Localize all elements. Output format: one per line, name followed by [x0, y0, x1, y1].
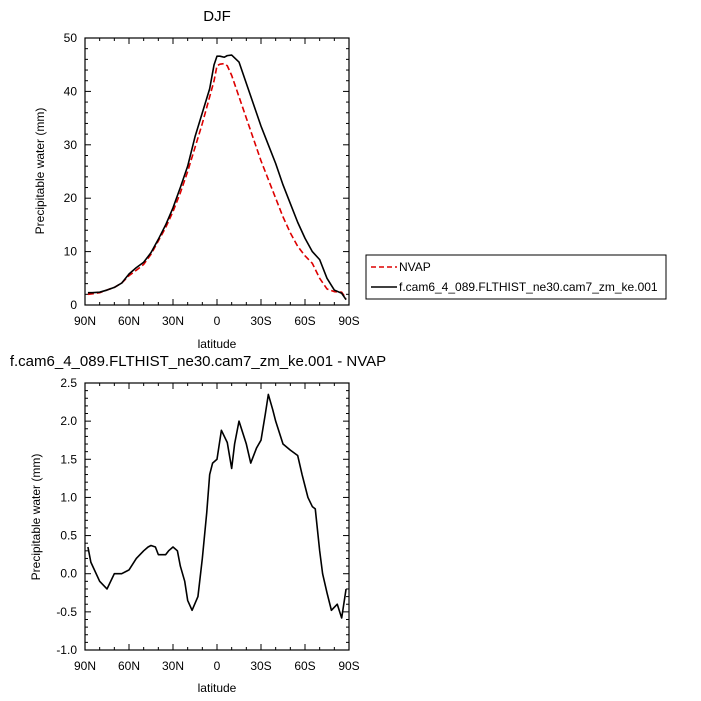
x-tick-label: 60S [294, 314, 315, 328]
y-tick-label: 1.5 [60, 452, 77, 466]
x-axis-label: latitude [198, 337, 237, 351]
x-tick-label: 30S [250, 659, 271, 673]
y-tick-label: -0.5 [56, 605, 77, 619]
series-line-nvap [87, 62, 347, 300]
legend: NVAP f.cam6_4_089.FLTHIST_ne30.cam7_zm_k… [365, 254, 667, 300]
x-tick-label: 60N [118, 314, 140, 328]
x-tick-label: 90N [74, 659, 96, 673]
x-tick-label: 0 [214, 659, 221, 673]
y-tick-label: 40 [64, 84, 78, 98]
x-axis-label: latitude [198, 681, 237, 695]
y-tick-label: 30 [64, 138, 78, 152]
legend-box [365, 254, 667, 300]
chart-title: f.cam6_4_089.FLTHIST_ne30.cam7_zm_ke.001… [10, 353, 386, 370]
plot-frame [84, 382, 350, 651]
y-tick-label: 2.0 [60, 414, 77, 428]
panel-difference: f.cam6_4_089.FLTHIST_ne30.cam7_zm_ke.001… [10, 353, 386, 695]
y-tick-label: 50 [64, 31, 78, 45]
difference-line [87, 393, 347, 619]
chart-title: DJF [203, 8, 231, 25]
y-tick-label: 20 [64, 191, 78, 205]
y-tick-label: 1.0 [60, 490, 77, 504]
y-tick-label: 2.5 [60, 376, 77, 390]
series-line-model [87, 54, 347, 301]
y-tick-label: 0 [70, 298, 77, 312]
y-tick-label: -1.0 [56, 643, 77, 657]
x-tick-label: 60S [294, 659, 315, 673]
y-axis-label: Precipitable water (mm) [29, 454, 43, 581]
x-tick-label: 30N [162, 659, 184, 673]
y-tick-label: 0.5 [60, 529, 77, 543]
panel-climatology: DJF Precipitable water (mm) latitude 90N… [33, 8, 360, 351]
x-tick-label: 90S [338, 314, 359, 328]
x-tick-label: 90S [338, 659, 359, 673]
plot-frame [84, 37, 350, 306]
x-tick-label: 90N [74, 314, 96, 328]
x-tick-label: 0 [214, 314, 221, 328]
y-axis-label: Precipitable water (mm) [33, 108, 47, 235]
legend-label-model: f.cam6_4_089.FLTHIST_ne30.cam7_zm_ke.001 [399, 280, 658, 294]
y-tick-label: 0.0 [60, 567, 77, 581]
legend-label-nvap: NVAP [399, 260, 431, 274]
x-tick-label: 30N [162, 314, 184, 328]
y-tick-label: 10 [64, 245, 78, 259]
x-tick-label: 60N [118, 659, 140, 673]
x-tick-label: 30S [250, 314, 271, 328]
